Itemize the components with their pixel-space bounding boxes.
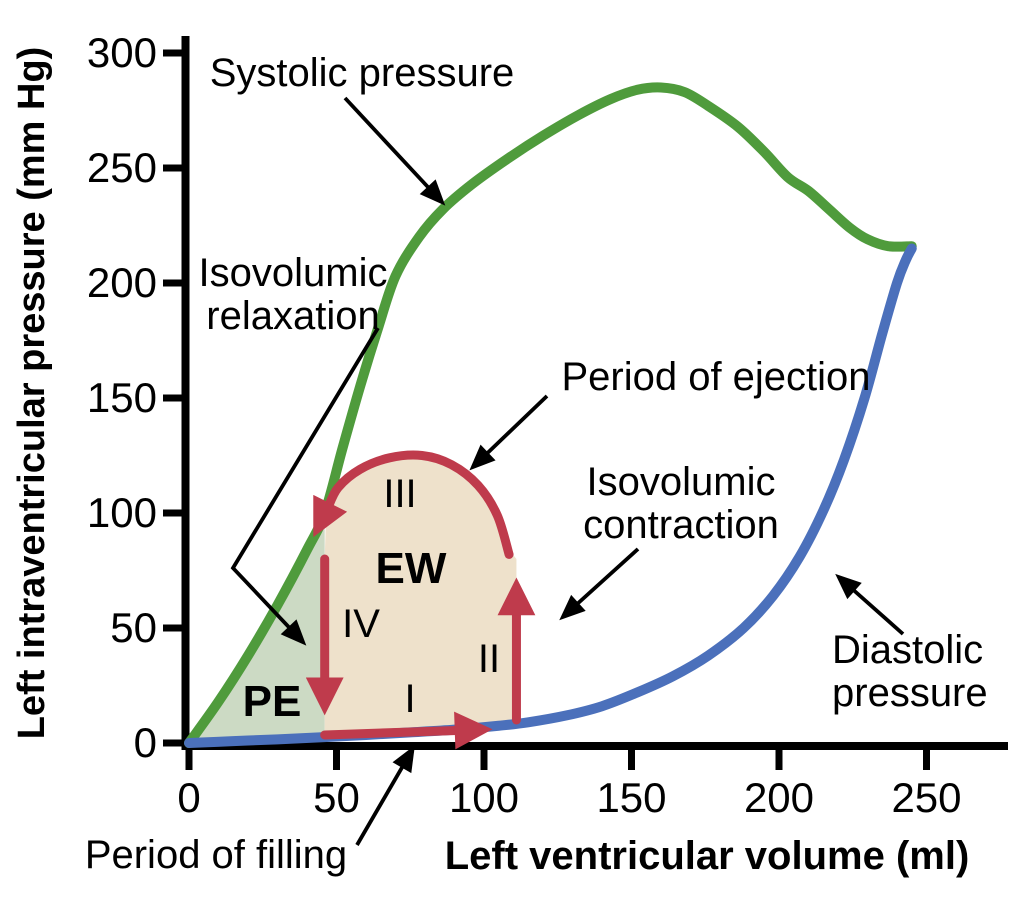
y-tick-label: 0: [134, 719, 157, 766]
PE-region: [189, 513, 325, 743]
external-work-label-line: EW: [376, 544, 447, 593]
diastolic-pressure-label-arrow: [835, 573, 905, 636]
isovolumic-relaxation-label: Isovolumic relaxation: [199, 251, 388, 338]
isovolumic-relaxation-label-line: Isovolumic: [199, 251, 388, 295]
y-tick-label: 250: [87, 144, 157, 191]
diastolic-pressure-label-line: pressure: [832, 671, 988, 715]
y-tick-label: 150: [87, 374, 157, 421]
phase-1-numeral: I: [404, 677, 415, 721]
isovolumic-contraction-label-line: contraction: [583, 503, 779, 547]
potential-energy-label-line: PE: [243, 677, 302, 726]
period-of-ejection-label-line: Period of ejection: [561, 355, 870, 399]
isovolumic-contraction-label-line: Isovolumic: [587, 460, 776, 504]
phase-3-ejection: [313, 450, 514, 559]
period-of-filling-label-arrow: [355, 745, 415, 846]
phase-2-numeral-line: II: [478, 637, 500, 681]
systolic-pressure-label-line: Systolic pressure: [210, 51, 515, 95]
phase-3-numeral-line: III: [383, 472, 416, 516]
phase-4-numeral-line: IV: [342, 602, 380, 646]
y-tick-label: 100: [87, 489, 157, 536]
phase-4-numeral: IV: [342, 602, 380, 646]
external-work-label: EW: [376, 544, 447, 593]
x-tick-label: 250: [891, 774, 961, 821]
diastolic-pressure-label-line: Diastolic: [832, 628, 983, 672]
x-tick-label: 100: [449, 774, 519, 821]
isovolumic-contraction-label-arrow: [559, 547, 640, 621]
period-of-filling-label-line: Period of filling: [85, 833, 347, 877]
period-of-filling-label: Period of filling: [85, 833, 347, 877]
isovolumic-relaxation-label-line: relaxation: [206, 294, 379, 338]
phase-1-filling: [320, 711, 493, 750]
x-tick-label: 50: [313, 774, 360, 821]
y-axis-title: Left intraventricular pressure (mm Hg): [11, 47, 53, 740]
phase-3-numeral: III: [383, 472, 416, 516]
isovolumic-relaxation-label-arrow: [230, 327, 380, 646]
y-tick-label: 300: [87, 29, 157, 76]
x-tick-label: 150: [596, 774, 666, 821]
potential-energy-label: PE: [243, 677, 302, 726]
isovolumic-contraction-label: Isovolumic contraction: [583, 460, 779, 547]
phase-2-numeral: II: [478, 637, 500, 681]
systolic-pressure-label-arrow: [343, 96, 446, 206]
x-tick-label: 200: [744, 774, 814, 821]
EW-region: [324, 455, 517, 735]
diastolic-pressure-label: Diastolic pressure: [832, 628, 988, 715]
phase-1-numeral-line: I: [404, 677, 415, 721]
y-tick-label: 200: [87, 259, 157, 306]
x-axis-title: Left ventricular volume (ml): [445, 834, 970, 878]
period-of-ejection-label-arrow: [469, 394, 549, 471]
x-tick-label: 0: [177, 774, 200, 821]
systolic-pressure-label: Systolic pressure: [210, 51, 515, 95]
y-tick-label: 50: [110, 604, 157, 651]
period-of-ejection-label: Period of ejection: [561, 355, 870, 399]
